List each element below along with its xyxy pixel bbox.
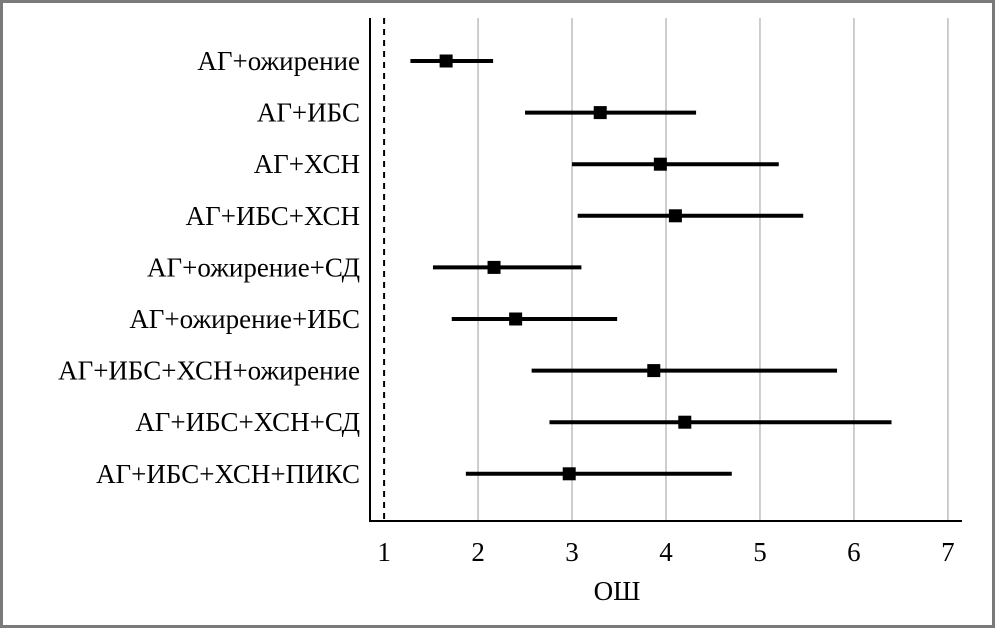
- x-axis-label: ОШ: [594, 576, 641, 606]
- odds-ratio-marker: [509, 312, 523, 326]
- axes: [369, 18, 962, 522]
- odds-ratio-marker: [678, 415, 692, 429]
- category-label: АГ+ХСН: [254, 149, 360, 179]
- odds-ratio-marker: [593, 106, 607, 120]
- data-marks: [410, 54, 892, 481]
- odds-ratio-marker: [653, 157, 667, 171]
- category-labels: АГ+ожирение АГ+ИБС АГ+ХСН АГ+ИБС+ХСН АГ+ожир…: [58, 46, 360, 489]
- category-label: АГ+ожирение: [197, 46, 360, 76]
- category-label: АГ+ИБС+ХСН+СД: [135, 407, 360, 437]
- odds-ratio-marker: [439, 54, 453, 68]
- odds-ratio-marker: [562, 467, 576, 481]
- odds-ratio-marker: [487, 260, 501, 274]
- x-tick-label: 6: [847, 537, 861, 567]
- x-tick-labels: 1 2 3 4 5 6 7: [377, 537, 954, 567]
- category-label: АГ+ИБС: [257, 98, 360, 128]
- category-label: АГ+ИБС+ХСН+ПИКС: [96, 459, 360, 489]
- gridlines: [477, 18, 949, 521]
- category-label: АГ+ИБС+ХСН+ожирение: [58, 356, 360, 386]
- x-tick-label: 1: [377, 537, 391, 567]
- category-label: АГ+ИБС+ХСН: [186, 201, 360, 231]
- x-tick-label: 5: [753, 537, 767, 567]
- odds-ratio-marker: [668, 209, 682, 223]
- x-tick-label: 3: [565, 537, 579, 567]
- x-tick-label: 4: [659, 537, 673, 567]
- odds-ratio-marker: [647, 364, 661, 378]
- x-tick-label: 7: [941, 537, 955, 567]
- category-label: АГ+ожирение+СД: [147, 252, 360, 282]
- category-label: АГ+ожирение+ИБС: [129, 304, 360, 334]
- x-tick-label: 2: [471, 537, 485, 567]
